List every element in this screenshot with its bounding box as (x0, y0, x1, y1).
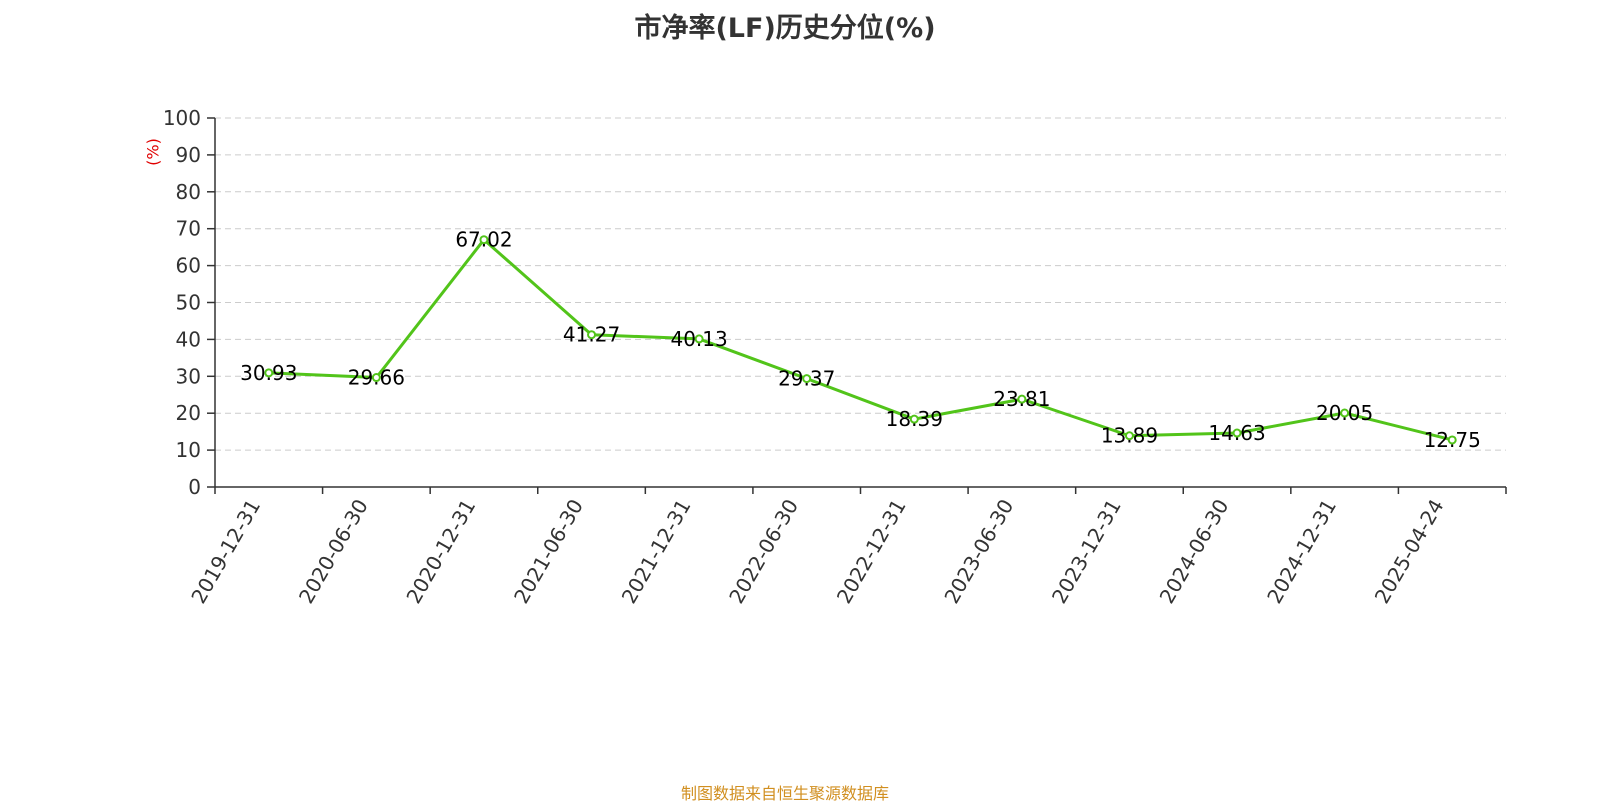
data-label: 23.81 (993, 387, 1050, 411)
data-point (371, 373, 381, 383)
data-label: 30.93 (240, 361, 297, 385)
series-line (264, 235, 1457, 445)
y-tick-label: 70 (176, 217, 201, 241)
y-tick-label: 20 (176, 401, 201, 425)
data-label: 40.13 (670, 327, 727, 351)
x-tick-label: 2024-06-30 (1155, 495, 1234, 608)
data-label: 29.66 (348, 366, 405, 390)
grid-lines (215, 117, 1506, 451)
data-labels: 30.93 29.66 67.02 41.27 40.13 29.37 18.39 23.81… (240, 228, 1481, 452)
data-label: 12.75 (1424, 428, 1481, 452)
y-tick-label: 10 (176, 438, 201, 462)
data-point (909, 414, 919, 424)
y-tick-label: 100 (163, 106, 201, 130)
data-point (1017, 394, 1027, 404)
data-point (587, 330, 597, 340)
x-tick-label: 2022-06-30 (724, 495, 803, 608)
x-tick-label: 2024-12-31 (1262, 495, 1341, 608)
data-label: 41.27 (563, 323, 620, 347)
axes: 0 10 20 30 40 50 60 70 80 90 100 2019-12-31 2020-06-… (163, 106, 1507, 608)
data-label: 14.63 (1208, 421, 1265, 445)
x-tick-label: 2022-12-31 (832, 495, 911, 608)
y-tick-label: 80 (176, 180, 201, 204)
data-label: 13.89 (1101, 424, 1158, 448)
x-tick-label: 2023-12-31 (1047, 495, 1126, 608)
y-tick-label: 50 (176, 291, 201, 315)
data-source-note: 制图数据来自恒生聚源数据库 (680, 784, 889, 803)
data-point (802, 374, 812, 384)
data-label: 67.02 (455, 228, 512, 252)
y-tick-label: 90 (176, 143, 201, 167)
data-point (1340, 408, 1350, 418)
data-point (1447, 435, 1457, 445)
series-polyline (268, 238, 1453, 442)
x-tick-label: 2023-06-30 (939, 495, 1018, 608)
y-tick-label: 40 (176, 327, 201, 351)
data-point (1232, 428, 1242, 438)
data-label: 18.39 (886, 407, 943, 431)
data-point (264, 368, 274, 378)
x-tick-label: 2025-04-24 (1370, 495, 1449, 608)
data-label: 29.37 (778, 367, 835, 391)
x-tick-label: 2020-06-30 (294, 495, 373, 608)
x-tick-label: 2020-12-31 (401, 495, 480, 608)
x-tick-label: 2021-06-30 (509, 495, 588, 608)
data-point (479, 235, 489, 245)
data-point (694, 334, 704, 344)
y-tick-label: 30 (176, 364, 201, 388)
data-point (1124, 431, 1134, 441)
x-tick-label: 2021-12-31 (617, 495, 696, 608)
chart-title: 市净率(LF)历史分位(%) (634, 13, 936, 44)
y-tick-label: 60 (176, 254, 201, 278)
x-tick-label: 2019-12-31 (186, 495, 265, 608)
data-label: 20.05 (1316, 401, 1373, 425)
y-axis-unit: (%) (144, 138, 163, 166)
y-tick-label: 0 (188, 475, 201, 499)
